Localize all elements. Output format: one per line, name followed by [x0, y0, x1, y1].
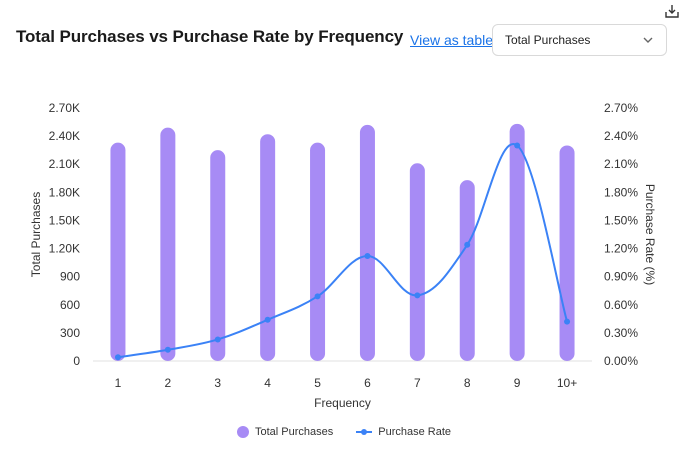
y-left-tick-label: 0: [73, 354, 80, 368]
x-tick-label: 7: [414, 376, 421, 390]
y-right-tick-label: 2.40%: [604, 129, 638, 143]
y-left-tick-label: 1.50K: [49, 213, 80, 227]
x-tick-label: 1: [115, 376, 122, 390]
bar: [110, 142, 126, 361]
y-left-tick-label: 1.80K: [49, 185, 80, 199]
line-point: [414, 292, 421, 299]
y-left-tick-label: 600: [60, 298, 80, 312]
x-tick-label: 4: [264, 376, 271, 390]
line-point: [264, 316, 271, 323]
line-point: [214, 336, 221, 343]
bar: [509, 123, 525, 361]
y-right-tick-label: 1.50%: [604, 213, 638, 227]
metric-select[interactable]: Total Purchases: [492, 24, 667, 56]
y-right-tick-label: 1.80%: [604, 185, 638, 199]
y-left-tick-label: 2.40K: [49, 129, 80, 143]
view-as-table-link[interactable]: View as table: [410, 32, 494, 48]
chart-legend: Total Purchases Purchase Rate: [0, 426, 688, 439]
y-left-tick-label: 1.20K: [49, 242, 80, 256]
line-point: [464, 241, 471, 248]
x-tick-label: 6: [364, 376, 371, 390]
bar: [210, 150, 226, 361]
y-right-tick-label: 0.00%: [604, 354, 638, 368]
y-right-tick-label: 0.90%: [604, 270, 638, 284]
y-right-tick-label: 2.10%: [604, 157, 638, 171]
bar: [409, 163, 425, 361]
y-left-tick-label: 900: [60, 270, 80, 284]
y-right-tick-label: 0.60%: [604, 298, 638, 312]
chevron-down-icon: [643, 37, 653, 43]
legend-swatch-line: [356, 429, 373, 436]
bar: [559, 145, 575, 361]
x-tick-label: 5: [314, 376, 321, 390]
bar: [310, 142, 326, 361]
download-icon[interactable]: [664, 3, 680, 19]
line-point: [564, 318, 571, 325]
y-left-tick-label: 2.70K: [49, 101, 80, 115]
legend-swatch-bar: [236, 426, 249, 439]
line-point: [164, 346, 171, 353]
bar: [160, 127, 176, 361]
x-tick-label: 3: [214, 376, 221, 390]
x-tick-label: 10+: [557, 376, 577, 390]
line-point: [514, 142, 521, 149]
y-right-axis-title: Purchase Rate (%): [643, 184, 657, 285]
y-left-tick-label: 300: [60, 326, 80, 340]
line-point: [364, 253, 371, 260]
legend-item-purchase-rate[interactable]: Purchase Rate: [356, 426, 451, 438]
x-axis-title: Frequency: [314, 396, 371, 410]
line-point: [114, 354, 121, 361]
combo-chart: 0 300 600 900 1.20K 1.50K 1.80K 2.10K 2.40K 2.70K…: [29, 101, 657, 410]
y-left-axis-title: Total Purchases: [29, 192, 43, 277]
x-tick-label: 8: [464, 376, 471, 390]
bar: [459, 180, 475, 361]
chart-title: Total Purchases vs Purchase Rate by Freq…: [16, 27, 404, 46]
line-point: [314, 293, 321, 300]
y-right-tick-label: 0.30%: [604, 326, 638, 340]
legend-label: Purchase Rate: [378, 426, 452, 439]
y-right-tick-label: 1.20%: [604, 242, 638, 256]
legend-label: Total Purchases: [254, 426, 334, 439]
x-tick-label: 2: [165, 376, 172, 390]
y-right-tick-label: 2.70%: [604, 101, 638, 115]
purchase-rate-line: [117, 143, 569, 359]
y-left-tick-label: 2.10K: [49, 157, 80, 171]
x-tick-label: 9: [514, 376, 521, 390]
bar: [260, 134, 276, 361]
bar: [359, 124, 375, 361]
legend-item-total-purchases[interactable]: Total Purchases: [236, 426, 334, 439]
metric-select-value: Total Purchases: [505, 33, 591, 47]
